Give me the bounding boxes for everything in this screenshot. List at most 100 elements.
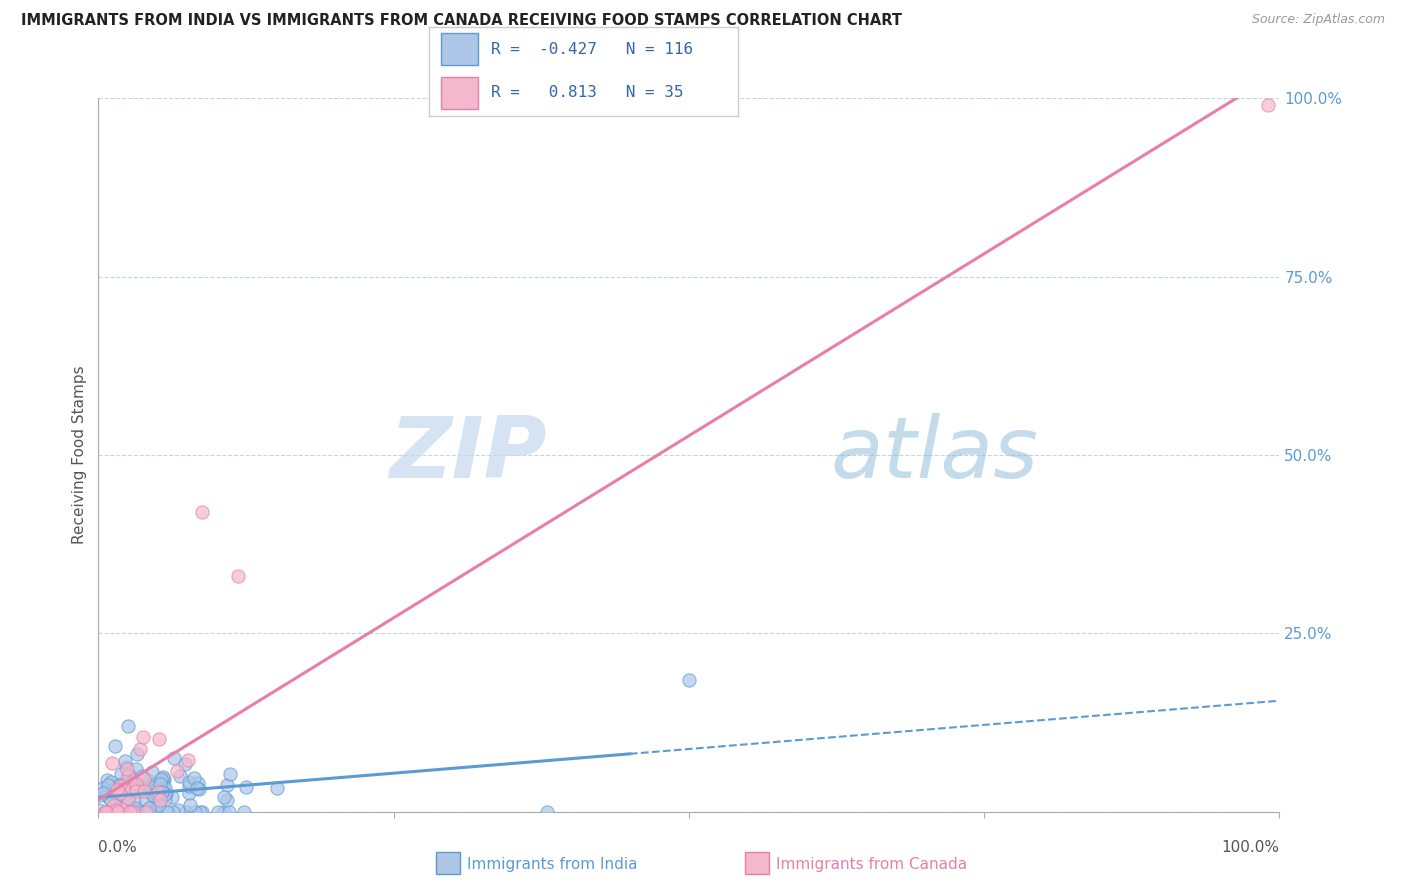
Point xyxy=(176,805,198,819)
Point xyxy=(115,760,138,774)
Point xyxy=(179,786,201,800)
Point xyxy=(89,803,111,817)
Point xyxy=(131,805,153,819)
Point xyxy=(152,784,174,798)
Point xyxy=(152,774,174,789)
Text: atlas: atlas xyxy=(831,413,1039,497)
Point xyxy=(98,791,121,805)
Point xyxy=(118,768,141,782)
Point xyxy=(118,805,141,819)
Point xyxy=(111,781,134,796)
Y-axis label: Receiving Food Stamps: Receiving Food Stamps xyxy=(72,366,87,544)
Point xyxy=(134,781,156,796)
Point xyxy=(134,779,156,793)
Point xyxy=(153,780,176,795)
Point xyxy=(143,785,166,799)
Point xyxy=(107,805,129,819)
Point xyxy=(179,775,201,789)
Point xyxy=(98,792,121,806)
Point xyxy=(149,793,172,807)
Point xyxy=(108,778,131,792)
Point xyxy=(122,805,145,819)
Text: Immigrants from Canada: Immigrants from Canada xyxy=(776,857,967,871)
Point xyxy=(143,780,166,795)
Point xyxy=(122,804,145,818)
Point xyxy=(127,747,149,761)
Point xyxy=(91,786,114,800)
Point xyxy=(115,762,138,776)
Point xyxy=(132,805,155,819)
Point xyxy=(90,789,112,803)
Point xyxy=(104,739,127,753)
Point xyxy=(127,805,149,819)
Point xyxy=(96,781,118,796)
Point xyxy=(177,753,200,767)
Point xyxy=(125,762,148,776)
Point xyxy=(174,756,197,771)
Point xyxy=(122,794,145,808)
Point xyxy=(104,786,127,800)
Point xyxy=(122,774,145,789)
Point xyxy=(110,786,132,800)
Point xyxy=(218,805,240,819)
Point xyxy=(169,769,191,783)
Point xyxy=(148,777,170,791)
Point xyxy=(107,805,129,819)
Point xyxy=(100,805,122,819)
Point xyxy=(191,805,214,819)
Point xyxy=(139,780,162,794)
Point xyxy=(131,769,153,783)
Point xyxy=(125,776,148,790)
Text: IMMIGRANTS FROM INDIA VS IMMIGRANTS FROM CANADA RECEIVING FOOD STAMPS CORRELATIO: IMMIGRANTS FROM INDIA VS IMMIGRANTS FROM… xyxy=(21,13,903,29)
Point xyxy=(114,754,136,768)
Point xyxy=(110,779,132,793)
Point xyxy=(132,783,155,797)
Point xyxy=(96,773,118,788)
Point xyxy=(139,786,162,800)
Point xyxy=(110,797,132,812)
Point xyxy=(101,805,124,819)
Point xyxy=(91,780,114,795)
Point xyxy=(110,802,132,816)
Point xyxy=(135,794,157,808)
Point xyxy=(148,797,170,812)
Text: Source: ZipAtlas.com: Source: ZipAtlas.com xyxy=(1251,13,1385,27)
Point xyxy=(93,805,115,819)
Point xyxy=(153,793,176,807)
Text: 0.0%: 0.0% xyxy=(98,840,138,855)
Point xyxy=(155,786,177,800)
Point xyxy=(121,782,143,797)
Point xyxy=(120,774,142,789)
Point xyxy=(152,771,174,785)
Point xyxy=(132,804,155,818)
Point xyxy=(166,764,188,778)
Point xyxy=(115,805,138,819)
Point xyxy=(184,805,207,819)
Point xyxy=(186,781,208,796)
Point xyxy=(190,805,212,819)
Point xyxy=(138,801,160,815)
Point xyxy=(134,805,156,819)
Point xyxy=(162,805,184,819)
Point xyxy=(536,805,558,819)
Point xyxy=(148,787,170,801)
Point xyxy=(145,801,167,815)
Point xyxy=(235,780,257,794)
Point xyxy=(160,790,183,805)
Point xyxy=(215,778,238,792)
Point xyxy=(207,805,229,819)
Point xyxy=(107,805,129,819)
Point xyxy=(134,772,156,786)
Point xyxy=(191,505,214,519)
Point xyxy=(118,781,141,796)
Point xyxy=(110,767,132,781)
Point xyxy=(167,803,190,817)
Point xyxy=(101,756,124,770)
Point xyxy=(118,776,141,790)
Point xyxy=(110,777,132,791)
Point xyxy=(141,765,163,780)
Point xyxy=(121,805,143,819)
Point xyxy=(117,797,139,811)
Point xyxy=(217,793,239,807)
Text: 100.0%: 100.0% xyxy=(1222,840,1279,855)
